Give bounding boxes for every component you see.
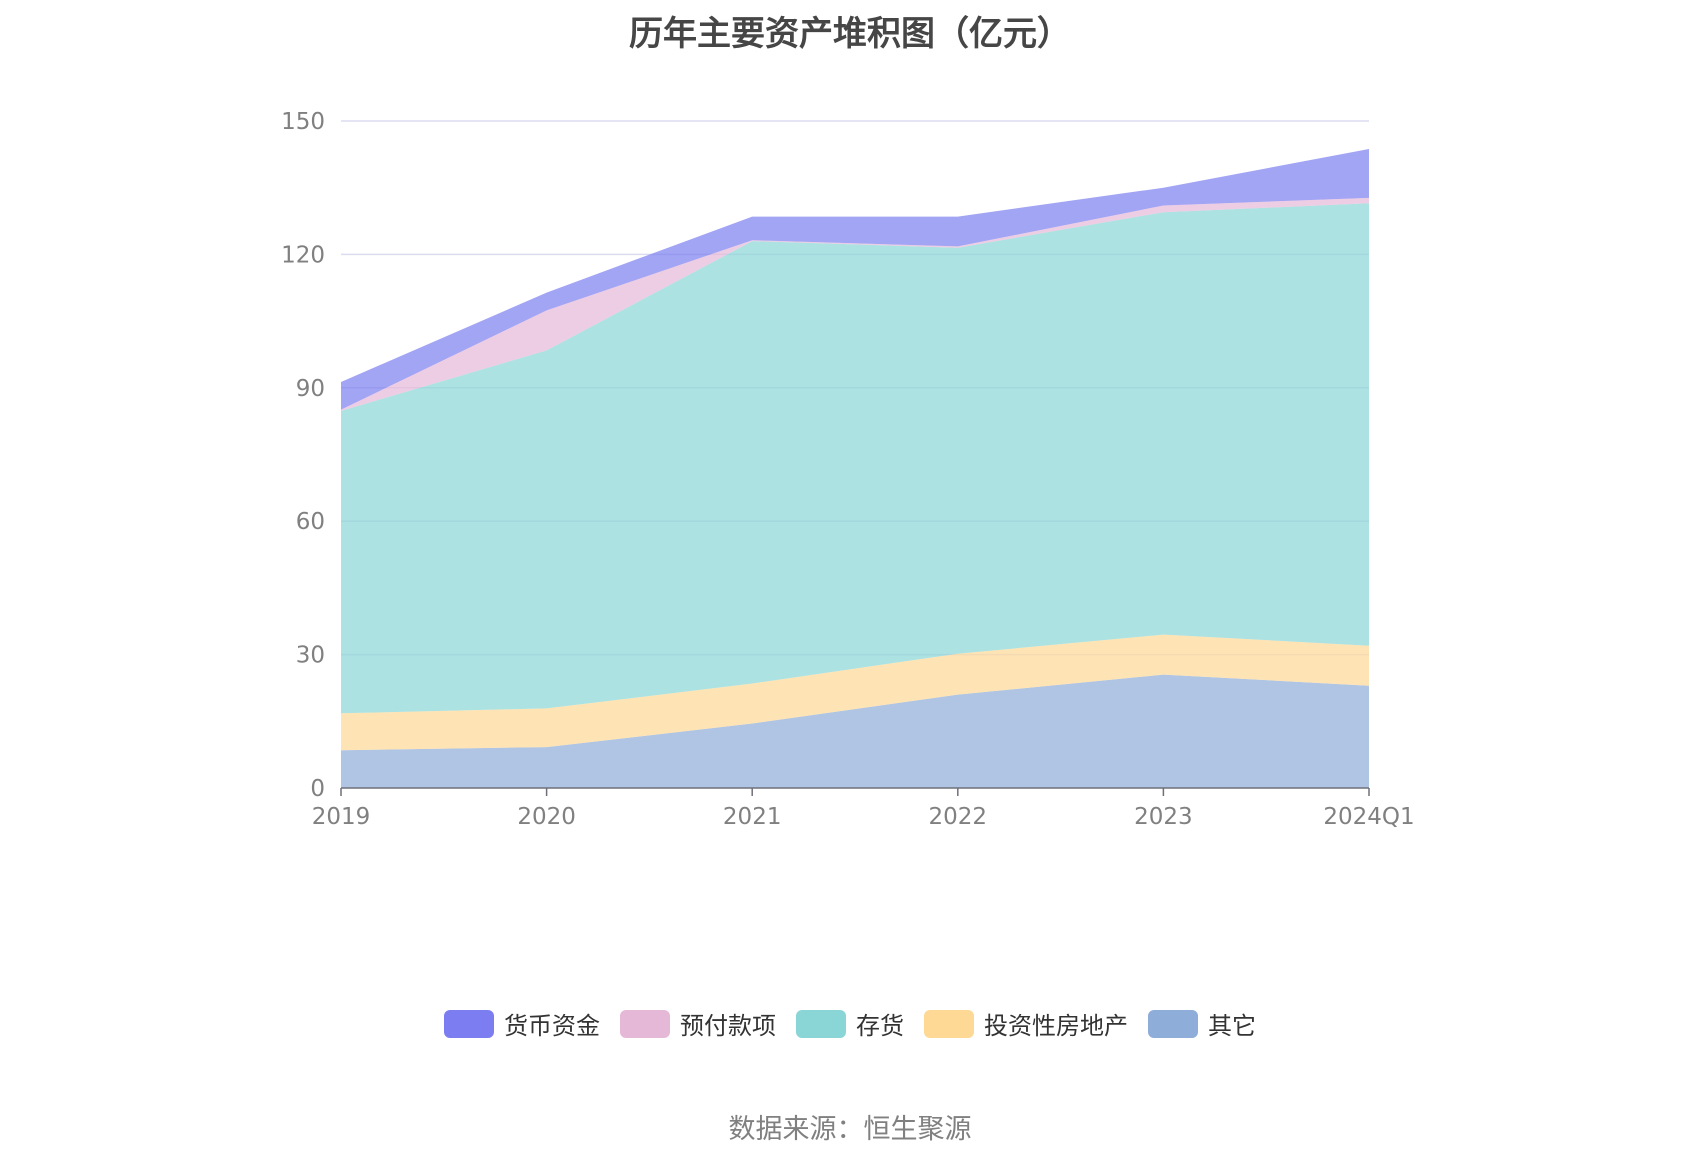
x-tick-label: 2023 <box>1134 804 1193 830</box>
data-source: 数据来源：恒生聚源 <box>728 1114 972 1145</box>
legend-swatch <box>620 1009 670 1038</box>
legend-label: 其它 <box>1208 1012 1256 1040</box>
y-tick-label: 30 <box>296 643 325 669</box>
legend-label: 货币资金 <box>504 1012 600 1040</box>
y-tick-label: 90 <box>296 376 325 402</box>
y-tick-label: 120 <box>281 242 325 268</box>
area-series <box>341 149 1369 788</box>
legend-swatch <box>1148 1009 1198 1038</box>
x-tick-label: 2022 <box>929 804 988 830</box>
chart-title: 历年主要资产堆积图（亿元） <box>629 14 1071 54</box>
y-tick-label: 150 <box>281 109 325 135</box>
y-tick-labels: 0 30 60 90 120 150 <box>281 109 325 802</box>
x-tick-label: 2019 <box>312 804 371 830</box>
legend-swatch <box>444 1009 494 1038</box>
axes <box>340 787 1370 796</box>
legend-label: 投资性房地产 <box>984 1012 1128 1040</box>
legend-label: 存货 <box>856 1012 904 1040</box>
area-series-2[interactable] <box>341 203 1369 714</box>
x-tick-labels: 2019 2020 2021 2022 2023 2024Q1 <box>312 804 1415 830</box>
legend-swatch <box>796 1009 846 1038</box>
area-series-1[interactable] <box>341 634 1369 751</box>
legend-item[interactable]: 其它 <box>1148 1006 1256 1041</box>
area-series-0[interactable] <box>341 674 1369 788</box>
x-tick-label: 2024Q1 <box>1323 804 1414 830</box>
x-tick-label: 2021 <box>723 804 782 830</box>
legend-item[interactable]: 存货 <box>796 1006 904 1041</box>
y-tick-label: 0 <box>310 776 325 802</box>
area-series-4[interactable] <box>341 149 1369 410</box>
legend: 货币资金 预付款项 存货 投资性房地产 其它 <box>0 1006 1700 1041</box>
y-tick-label: 60 <box>296 509 325 535</box>
x-tick-label: 2020 <box>517 804 576 830</box>
legend-label: 预付款项 <box>680 1012 776 1040</box>
legend-swatch <box>924 1009 974 1038</box>
legend-item[interactable]: 投资性房地产 <box>924 1006 1128 1041</box>
legend-item[interactable]: 预付款项 <box>620 1006 776 1041</box>
legend-item[interactable]: 货币资金 <box>444 1006 600 1041</box>
